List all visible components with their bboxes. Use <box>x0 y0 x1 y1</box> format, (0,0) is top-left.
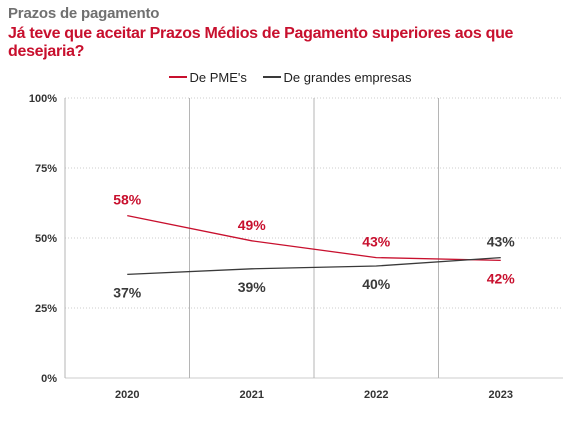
data-label-pme: 58% <box>113 192 142 208</box>
legend-swatch-grandes <box>262 76 281 78</box>
legend-swatch-pme <box>168 76 187 78</box>
data-label-grandes: 40% <box>362 276 391 292</box>
data-label-grandes: 39% <box>238 279 267 295</box>
data-label-pme: 49% <box>238 217 267 233</box>
x-tick-label: 2023 <box>489 389 513 401</box>
series-line-pme <box>127 214 501 262</box>
y-tick-label: 50% <box>35 233 57 245</box>
legend-item-grandes: De grandes empresas <box>262 69 412 85</box>
chart-kicker: Prazos de pagamento <box>8 5 160 22</box>
y-tick-label: 25% <box>35 303 57 315</box>
y-tick-label: 75% <box>35 163 57 175</box>
data-label-pme: 42% <box>487 270 516 286</box>
legend-label-grandes: De grandes empresas <box>283 69 412 85</box>
x-tick-label: 2022 <box>364 389 388 401</box>
x-tick-label: 2021 <box>240 389 264 401</box>
data-label-pme: 43% <box>362 234 391 250</box>
series-line-grandes <box>127 256 501 276</box>
x-tick-label: 2020 <box>115 389 139 401</box>
y-tick-label: 100% <box>29 93 57 105</box>
legend-item-pme: De PME's <box>168 69 247 85</box>
legend-label-pme: De PME's <box>189 69 247 85</box>
chart-legend: De PME's De grandes empresas <box>0 66 580 85</box>
y-tick-label: 0% <box>41 373 57 385</box>
chart-title: Já teve que aceitar Prazos Médios de Pag… <box>8 25 514 60</box>
data-label-grandes: 43% <box>487 234 516 250</box>
data-label-grandes: 37% <box>113 284 142 300</box>
